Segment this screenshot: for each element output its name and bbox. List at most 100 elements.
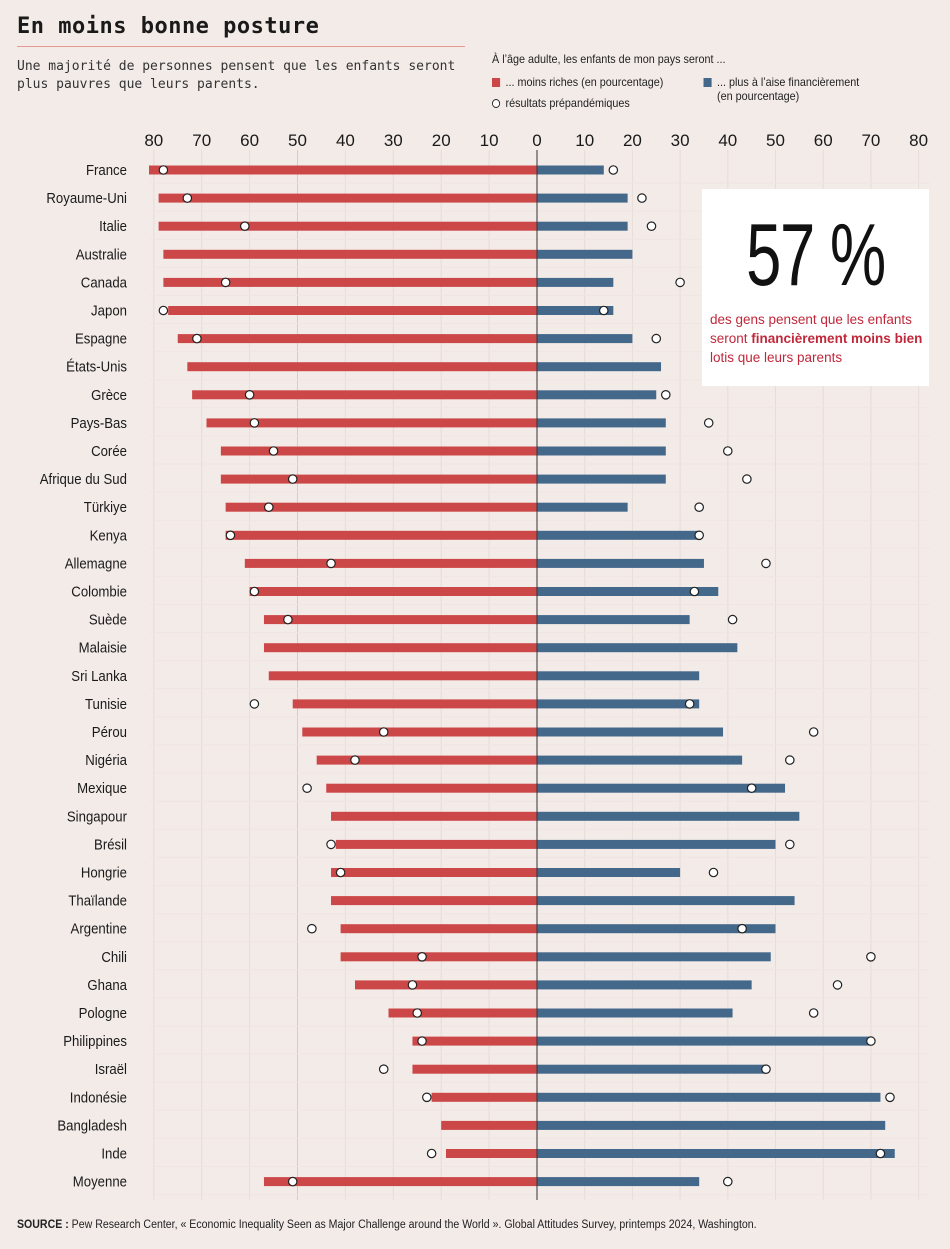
dot-prepandemic-poorer <box>426 1148 437 1159</box>
country-label: Colombie <box>71 583 127 600</box>
bar-poorer <box>192 390 537 400</box>
bar-poorer <box>206 418 538 428</box>
dot-prepandemic-richer <box>608 165 619 175</box>
bar-poorer <box>340 924 537 934</box>
country-label: Canada <box>81 274 127 291</box>
callout-text-before: des gens pensent que les enfants seront <box>710 312 912 346</box>
legend-heading: À l’âge adulte, les enfants de mon pays … <box>492 52 726 66</box>
dot-prepandemic-poorer <box>182 193 193 203</box>
bar-poorer <box>331 811 537 821</box>
bar-richer <box>537 446 666 456</box>
bar-poorer <box>412 1036 537 1046</box>
tick-label-left: 10 <box>480 131 499 150</box>
bar-poorer <box>445 1149 537 1158</box>
dot-prepandemic-richer <box>708 867 719 878</box>
dot-prepandemic-poorer <box>417 1036 427 1046</box>
bar-richer <box>537 811 800 821</box>
bar-richer <box>537 699 700 709</box>
country-label: Nigéria <box>85 751 127 768</box>
dot-prepandemic-poorer <box>378 1064 389 1074</box>
country-label: Royaume-Uni <box>46 189 127 206</box>
country-label: Grèce <box>91 386 127 403</box>
legend-label-richer-line2: (en pourcentage) <box>717 89 800 103</box>
country-label: Hongrie <box>81 864 127 881</box>
dot-prepandemic-poorer <box>225 530 236 541</box>
tick-label-right: 20 <box>623 131 642 150</box>
country-label: Italie <box>99 217 127 234</box>
dot-prepandemic-poorer <box>335 867 346 878</box>
dot-prepandemic-richer <box>694 502 704 512</box>
bar-poorer <box>388 1008 537 1018</box>
bar-poorer <box>316 755 537 765</box>
legend-label-poorer: ... moins riches (en pourcentage) <box>505 75 664 89</box>
legend-swatch-blue-icon <box>703 78 712 87</box>
bar-richer <box>537 587 719 596</box>
bar-poorer <box>263 1177 537 1187</box>
dot-prepandemic-richer <box>703 418 714 428</box>
dot-prepandemic-richer <box>808 1008 819 1018</box>
country-label: Singapour <box>67 807 127 824</box>
axis-ticks: 80 70 60 50 40 30 20 10 0 10 20 30 40 50 60 70 80 <box>144 131 928 150</box>
bar-poorer <box>158 221 537 231</box>
country-label: Brésil <box>94 836 127 853</box>
bar-richer <box>537 558 704 568</box>
tick-label-right: 70 <box>861 131 880 150</box>
dot-prepandemic-poorer <box>422 1092 432 1103</box>
callout-value: 57 % <box>746 205 886 304</box>
dot-prepandemic-richer <box>785 755 795 765</box>
country-label: Afrique du Sud <box>40 470 127 487</box>
tick-label-left: 20 <box>432 131 451 150</box>
bar-richer <box>537 643 738 653</box>
dot-prepandemic-richer <box>651 333 662 344</box>
dot-prepandemic-poorer <box>307 923 317 934</box>
bar-richer <box>537 193 628 203</box>
dot-prepandemic-richer <box>785 839 795 850</box>
dot-prepandemic-poorer <box>249 586 260 597</box>
source-text: Pew Research Center, « Economic Inequali… <box>71 1219 757 1231</box>
dot-prepandemic-poorer <box>302 783 312 793</box>
country-label: Thaïlande <box>68 892 127 909</box>
bar-richer <box>537 1177 700 1187</box>
dot-prepandemic-poorer <box>263 502 274 512</box>
bar-poorer <box>412 1064 537 1074</box>
country-labels: France Royaume-Uni Italie Australie Canada Ja… <box>40 161 128 1190</box>
bar-richer <box>537 952 771 962</box>
bar-poorer <box>331 868 537 877</box>
bar-richer <box>537 530 700 540</box>
country-label: Moyenne <box>73 1173 127 1190</box>
dot-prepandemic-poorer <box>158 165 169 175</box>
bar-richer <box>537 165 604 175</box>
highlight-callout: 57 % des gens pensent que les enfants se… <box>702 189 929 386</box>
bar-poorer <box>331 896 537 906</box>
bar-richer <box>537 783 786 793</box>
bar-richer <box>537 924 776 934</box>
bar-poorer <box>168 306 538 315</box>
callout-text-after: lotis que leurs parents <box>710 350 843 365</box>
dot-prepandemic-richer <box>722 1176 733 1187</box>
callout-text-bold: financièrement moins bien <box>751 331 923 346</box>
tick-label-right: 10 <box>575 131 594 150</box>
country-label: Suède <box>89 611 127 628</box>
country-label: Corée <box>91 442 127 459</box>
country-label: Espagne <box>75 330 127 347</box>
bar-richer <box>537 277 614 287</box>
bar-poorer <box>225 502 537 512</box>
dot-prepandemic-richer <box>832 980 843 990</box>
bar-poorer <box>220 446 538 456</box>
bar-poorer <box>263 615 537 625</box>
legend-swatch-red-icon <box>492 78 501 87</box>
country-label: Malaisie <box>79 639 127 656</box>
bar-richer <box>537 474 666 484</box>
legend-label-richer: ... plus à l’aise financièrement (en pou… <box>717 75 859 103</box>
bar-poorer <box>220 474 538 484</box>
bar-poorer <box>163 249 537 259</box>
bar-poorer <box>163 277 537 287</box>
country-label: États-Unis <box>66 358 127 375</box>
dot-prepandemic-richer <box>761 558 771 569</box>
bar-richer <box>537 980 752 990</box>
legend-item-prepandemic: résultats prépandémiques <box>492 96 630 110</box>
country-label: France <box>86 161 127 178</box>
country-label: Tunisie <box>85 695 127 712</box>
dot-prepandemic-poorer <box>220 277 231 288</box>
